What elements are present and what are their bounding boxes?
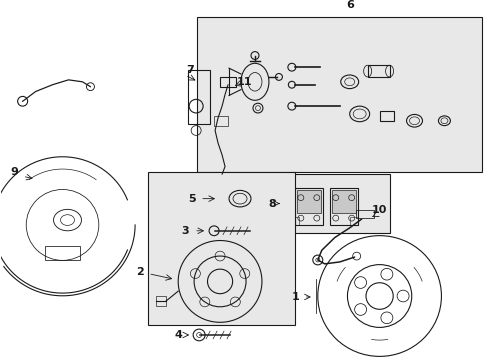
- Bar: [156, 296, 166, 306]
- Text: 9: 9: [11, 167, 19, 177]
- Bar: [355, 210, 373, 218]
- Bar: [188, 70, 210, 124]
- Bar: [296, 190, 320, 213]
- Text: 7: 7: [186, 65, 194, 75]
- Text: 8: 8: [267, 198, 275, 208]
- Bar: [294, 188, 322, 225]
- Bar: [279, 174, 389, 233]
- Bar: [44, 246, 81, 260]
- Bar: [148, 172, 294, 325]
- Bar: [367, 65, 389, 77]
- Bar: [197, 17, 481, 172]
- Text: 5: 5: [188, 194, 196, 204]
- Text: 2: 2: [136, 267, 144, 277]
- Text: 6: 6: [345, 0, 353, 10]
- Bar: [379, 111, 393, 121]
- Bar: [290, 217, 298, 225]
- Bar: [331, 190, 355, 213]
- Text: 11: 11: [236, 77, 251, 87]
- Bar: [329, 188, 357, 225]
- Bar: [214, 116, 227, 126]
- Text: 10: 10: [371, 205, 386, 215]
- Bar: [220, 77, 236, 87]
- Text: 1: 1: [291, 292, 299, 302]
- Text: 3: 3: [181, 226, 188, 236]
- Text: 4: 4: [174, 330, 182, 340]
- Bar: [349, 217, 357, 225]
